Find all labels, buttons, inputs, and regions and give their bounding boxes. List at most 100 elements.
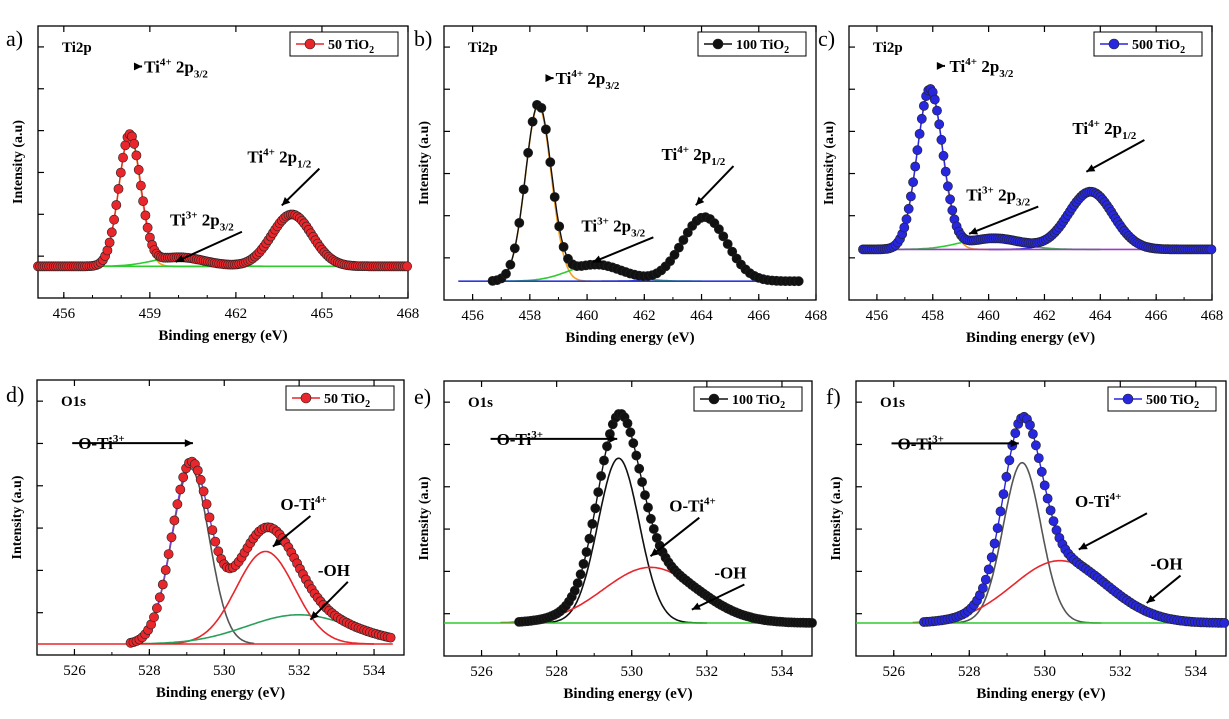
- x-tick-label: 530: [621, 664, 644, 680]
- data-point: [599, 455, 609, 466]
- chart-panel-c: 456 458 460 462 464 466 468 Binding energy (eV)…: [818, 25, 1223, 346]
- data-point: [943, 181, 953, 192]
- data-point: [1010, 428, 1021, 438]
- region-label: O1s: [468, 395, 493, 411]
- data-point: [120, 140, 131, 151]
- peak-annotation: Ti3+ 2p3/2: [170, 210, 234, 234]
- data-point: [1219, 618, 1229, 628]
- plot-frame: [37, 25, 409, 299]
- annotation-arrowhead: [592, 255, 602, 263]
- x-tick-label: 466: [748, 308, 771, 324]
- panel-label: e): [414, 384, 431, 409]
- chart-panel-a: 456 459 462 465 468 Binding energy (eV) Intens…: [6, 25, 420, 344]
- data-point: [992, 523, 1003, 533]
- data-point: [1048, 516, 1059, 526]
- peak-annotation: Ti3+ 2p3/2: [581, 215, 645, 239]
- data-point: [1042, 493, 1053, 504]
- annotation-arrowhead: [310, 611, 319, 620]
- plot-frame: [443, 380, 813, 657]
- curve-fit-main: [537, 457, 707, 624]
- x-tick-label: 534: [363, 663, 386, 679]
- data-point: [978, 583, 988, 593]
- data-point: [637, 477, 647, 487]
- annotation-arrowhead: [175, 254, 185, 263]
- data-point: [135, 180, 146, 191]
- peak-annotation: Ti3+ 2p3/2: [966, 185, 1030, 209]
- data-point: [154, 592, 165, 603]
- data-point: [714, 224, 724, 235]
- region-label: Ti2p: [873, 40, 903, 56]
- x-tick-label: 462: [633, 308, 656, 324]
- x-tick-label: 534: [771, 664, 794, 680]
- data-point: [916, 113, 927, 124]
- y-axis-label: Intensity (a.u): [417, 476, 432, 560]
- chart-panel-b: 456 458 460 462 464 466 468 Binding energy (eV)…: [414, 25, 827, 346]
- data-point: [201, 499, 212, 509]
- annotation-arrow: [1078, 512, 1148, 551]
- legend-marker: [300, 392, 312, 404]
- data-point: [549, 192, 560, 202]
- x-tick-label: 532: [696, 664, 719, 680]
- x-tick-label: 468: [397, 306, 420, 322]
- data-point: [643, 502, 653, 513]
- data-points: [858, 84, 1217, 255]
- annotation-arrowhead: [272, 538, 282, 547]
- data-point: [983, 564, 994, 575]
- data-point: [115, 167, 126, 178]
- x-tick-label: 456: [866, 308, 889, 324]
- data-point: [198, 486, 209, 497]
- data-points: [487, 100, 804, 287]
- peak-annotation: Ti4+ 2p3/2: [556, 68, 620, 92]
- data-point: [109, 214, 119, 225]
- legend-marker: [708, 393, 720, 405]
- x-tick-label: 456: [53, 306, 76, 322]
- data-point: [945, 194, 955, 205]
- data-point: [536, 103, 547, 113]
- data-point: [106, 227, 117, 238]
- annotation-arrowhead: [691, 602, 701, 610]
- annotation-arrowhead: [1146, 594, 1156, 603]
- x-tick-label: 465: [311, 306, 334, 322]
- data-point: [989, 538, 1000, 549]
- data-point: [118, 152, 128, 163]
- data-point: [581, 547, 592, 557]
- data-point: [514, 217, 525, 228]
- annotation-arrowhead: [1086, 164, 1096, 172]
- data-point: [1025, 420, 1035, 430]
- data-point: [936, 134, 947, 145]
- data-point: [501, 268, 511, 279]
- legend-box: [697, 31, 807, 57]
- data-point: [575, 569, 586, 580]
- data-point: [914, 128, 925, 139]
- curve-envelope: [492, 102, 799, 282]
- data-point: [934, 119, 945, 130]
- data-point: [1206, 244, 1217, 255]
- data-point: [172, 499, 183, 510]
- peak-annotation: O-Ti4+: [1075, 491, 1121, 511]
- curve-envelope: [923, 416, 1226, 624]
- data-point: [929, 94, 940, 105]
- data-point: [648, 524, 659, 534]
- data-point: [175, 484, 186, 495]
- y-axis-label: Intensity (a.u): [417, 121, 432, 205]
- data-point: [133, 164, 144, 175]
- data-point: [998, 489, 1009, 499]
- peak-annotation: -OH: [714, 563, 746, 582]
- legend-label: 100 TiO2: [732, 393, 785, 411]
- data-point: [674, 242, 684, 253]
- data-point: [640, 490, 650, 500]
- legend-marker: [712, 38, 724, 50]
- region-label: O1s: [880, 395, 905, 411]
- data-point: [131, 150, 142, 161]
- data-point: [545, 157, 556, 168]
- curve-envelope: [519, 412, 813, 624]
- annotation-arrowhead: [281, 196, 291, 206]
- data-point: [901, 214, 912, 225]
- x-axis-label: Binding energy (eV): [966, 330, 1095, 346]
- data-point: [906, 191, 916, 202]
- data-point: [104, 237, 115, 248]
- peak-annotation: -OH: [1150, 555, 1182, 574]
- x-tick-label: 460: [977, 308, 1000, 324]
- data-point: [584, 533, 595, 544]
- data-point: [995, 506, 1006, 517]
